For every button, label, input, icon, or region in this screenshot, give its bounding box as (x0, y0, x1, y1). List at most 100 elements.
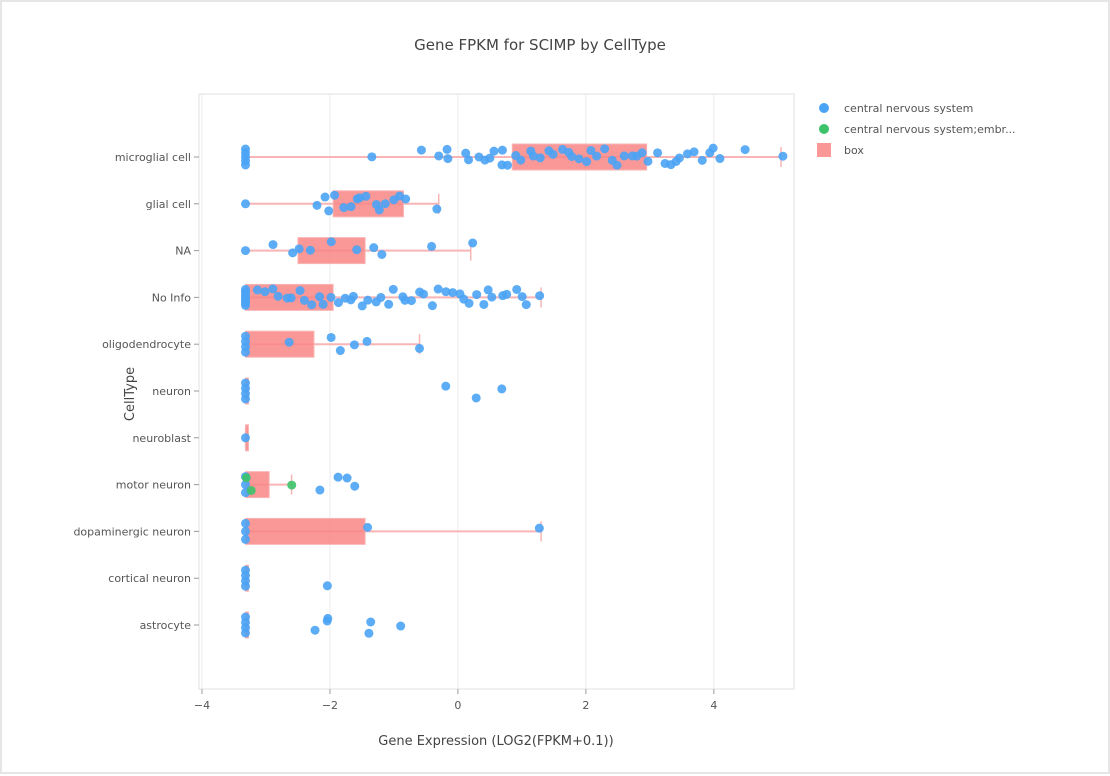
data-point-cns (324, 206, 334, 216)
data-point-cns (433, 284, 443, 294)
data-point-cns (326, 237, 336, 247)
data-point-cns (305, 245, 315, 255)
data-point-cns (241, 160, 251, 170)
data-point-cns (406, 296, 416, 306)
data-point-cns (284, 337, 294, 347)
data-point-cns-embryo (287, 480, 297, 490)
data-point-cns (273, 291, 283, 301)
grid-layer (198, 93, 795, 690)
data-point-cns (483, 285, 493, 295)
data-point-cns (715, 154, 725, 164)
data-point-cns (487, 292, 497, 302)
data-point-cns (512, 284, 522, 294)
x-tick-label: 2 (582, 699, 589, 712)
data-point-cns (241, 581, 251, 591)
data-point-cns (357, 301, 367, 311)
y-tick-label: neuroblast (132, 432, 191, 445)
legend-swatch-marker (819, 124, 829, 134)
data-point-cns (442, 144, 452, 154)
data-point-cns (241, 300, 251, 310)
legend-label: box (844, 144, 864, 157)
y-tick-label: motor neuron (116, 479, 191, 492)
data-point-cns (708, 143, 718, 153)
data-point-cns (364, 628, 374, 638)
x-tick-label: −2 (322, 699, 338, 712)
data-point-cns (448, 288, 458, 298)
data-point-cns (377, 250, 387, 260)
data-point-cns (489, 146, 499, 156)
data-point-cns (286, 293, 296, 303)
data-point-cns (241, 394, 251, 404)
data-point-cns (434, 151, 444, 161)
y-tick-label: neuron (152, 385, 191, 398)
plot-area (199, 94, 794, 689)
data-point-cns (502, 289, 512, 299)
data-point-cns (241, 526, 251, 536)
data-point-cns (335, 346, 345, 356)
x-tick-label: 4 (710, 699, 717, 712)
data-point-cns (315, 485, 325, 495)
data-point-cns (619, 151, 629, 161)
data-point-cns (352, 245, 362, 255)
y-tick-label: glial cell (146, 198, 191, 211)
data-point-cns (322, 581, 332, 591)
x-tick-label: −4 (194, 699, 210, 712)
data-point-cns (697, 155, 707, 165)
data-point-cns (241, 199, 251, 209)
data-point-cns (582, 157, 592, 167)
data-point-cns (503, 160, 513, 170)
data-point-cns (241, 628, 251, 638)
data-point-cns (312, 200, 322, 210)
data-point-cns (464, 155, 474, 165)
data-point-cns (333, 298, 343, 308)
data-point-cns (315, 292, 325, 302)
data-point-cns (643, 156, 653, 166)
data-point-cns (241, 534, 251, 544)
data-point-cns (778, 151, 788, 161)
data-point-cns (592, 151, 602, 161)
axis-layer: −4 −2 0 2 4 microglial cell glial cell NA No Inf… (73, 151, 717, 712)
data-point-cns (342, 473, 352, 483)
data-point-cns (535, 291, 545, 301)
data-point-cns (241, 480, 251, 490)
data-point-cns (252, 285, 262, 295)
data-point-cns (376, 292, 386, 302)
data-point-cns (299, 295, 309, 305)
y-tick-label: cortical neuron (108, 572, 191, 585)
data-point-cns (361, 191, 371, 201)
data-point-cns (349, 340, 359, 350)
data-point-cns (497, 384, 507, 394)
box (245, 517, 366, 545)
data-point-cns (260, 287, 270, 297)
data-point-cns (740, 145, 750, 155)
data-point-cns (689, 147, 699, 157)
box (245, 330, 315, 358)
legend-label: central nervous system (844, 102, 973, 115)
data-point-cns (612, 160, 622, 170)
data-point-cns (268, 284, 278, 294)
y-tick-label: NA (175, 245, 191, 258)
legend-swatch-marker (819, 103, 829, 113)
legend-swatch-box (817, 143, 831, 157)
y-axis-title: CellType (123, 367, 138, 421)
legend: central nervous system central nervous sy… (817, 102, 1016, 157)
data-point-cns (637, 148, 647, 158)
data-point-cns (396, 621, 406, 631)
data-point-cns (521, 300, 531, 310)
y-tick-label: oligodendrocyte (102, 338, 191, 351)
data-point-cns (241, 347, 251, 357)
data-point-cns (427, 301, 437, 311)
data-point-cns (441, 287, 451, 297)
data-point-cns (528, 151, 538, 161)
y-tick-label: astrocyte (140, 619, 192, 632)
y-tick-label: dopaminergic neuron (73, 525, 191, 538)
data-point-cns (310, 625, 320, 635)
data-point-cns (416, 145, 426, 155)
data-point-cns (432, 204, 442, 214)
data-point-cns (350, 481, 360, 491)
data-point-cns (574, 154, 584, 164)
point-layer (241, 143, 788, 638)
data-point-cns (294, 244, 304, 254)
data-point-cns (326, 332, 336, 342)
data-point-cns (464, 298, 474, 308)
